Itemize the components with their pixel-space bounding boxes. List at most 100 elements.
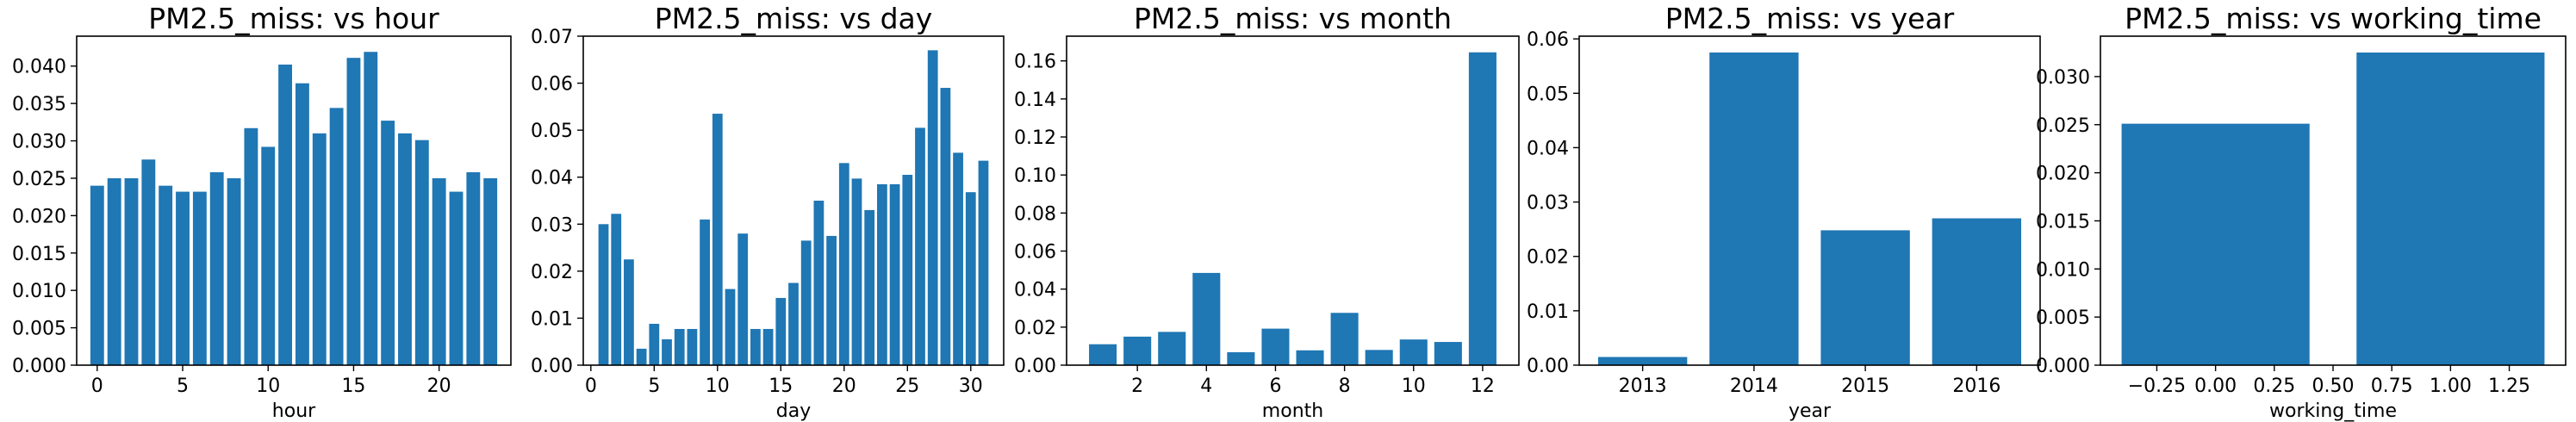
- x-tick-label: 20: [832, 375, 856, 397]
- x-tick-label: 2: [1131, 375, 1143, 397]
- bar-1: [1089, 344, 1117, 365]
- bar-13: [750, 328, 761, 365]
- x-tick-label: 10: [1402, 375, 1426, 397]
- bar-14: [762, 328, 774, 365]
- x-tick-label: 0.25: [2253, 375, 2295, 397]
- y-tick-label: 0.04: [1014, 280, 1056, 301]
- x-tick-label: 2014: [1730, 375, 1778, 397]
- bar-0: [90, 185, 104, 365]
- plot-frame: [1578, 35, 2041, 366]
- bar-17: [800, 240, 812, 365]
- chart-panel-3: 0.00 0.02 0.04 0.06 0.08 0.10 0.12 0.14 0.16 2 4 6 8…: [1014, 2, 1520, 422]
- bar-1: [107, 177, 121, 365]
- bar-11: [278, 64, 293, 366]
- x-axis-label: day: [776, 400, 811, 422]
- x-tick-label: 0: [585, 375, 597, 397]
- bar-6: [1261, 328, 1290, 365]
- bar-10: [1399, 339, 1428, 365]
- y-tick-label: 0.010: [2036, 259, 2090, 281]
- bar-14: [329, 108, 344, 365]
- chart-panel-4: 0.00 0.01 0.02 0.03 0.04 0.05 0.06 2013 2014 2015…: [1527, 2, 2041, 422]
- bar-9: [700, 219, 710, 365]
- bar-11: [1434, 342, 1462, 365]
- bar-23: [877, 183, 887, 365]
- y-tick-label: 0.02: [531, 262, 573, 283]
- bar-1: [2356, 52, 2545, 366]
- bar-27: [927, 50, 938, 366]
- bar-8: [227, 177, 241, 365]
- x-tick-label: 4: [1200, 375, 1212, 397]
- y-tick-label: 0.020: [2036, 164, 2090, 185]
- x-tick-label: 0.00: [2194, 375, 2237, 397]
- y-tick-label: 0.03: [1527, 193, 1569, 214]
- bar-28: [940, 88, 951, 365]
- x-tick-label: 10: [706, 375, 730, 397]
- x-axis-label: working_time: [2269, 400, 2397, 422]
- x-tick-label: 15: [341, 375, 365, 397]
- bar-29: [953, 152, 963, 365]
- y-tick-label: 0.01: [1527, 301, 1569, 323]
- bar-2: [611, 214, 622, 365]
- x-tick-label: 20: [427, 375, 451, 397]
- bar-30: [965, 192, 976, 365]
- y-tick-label: 0.12: [1014, 127, 1056, 149]
- y-tick-label: 0.005: [12, 319, 66, 340]
- bar-25: [902, 174, 913, 365]
- x-axis-label: hour: [272, 400, 316, 422]
- chart-title: PM2.5_miss: vs year: [1665, 2, 1955, 35]
- bar-17: [381, 121, 395, 365]
- bar-12: [737, 233, 749, 365]
- x-tick-label: 10: [256, 375, 280, 397]
- bar-5: [176, 191, 190, 365]
- bar-26: [915, 127, 925, 365]
- x-tick-label: 8: [1339, 375, 1351, 397]
- bar-15: [346, 58, 361, 366]
- bar-21: [851, 178, 862, 365]
- bar-7: [674, 328, 685, 365]
- bar-16: [364, 52, 378, 365]
- y-tick-label: 0.04: [1527, 138, 1569, 159]
- x-tick-label: 6: [1269, 375, 1281, 397]
- chart-panel-5: 0.000 0.005 0.010 0.015 0.020 0.025 0.030 −0.25…: [2036, 2, 2567, 422]
- plot-frame: [1066, 35, 1520, 366]
- y-tick-label: 0.02: [1014, 318, 1056, 339]
- x-tick-label: 1.00: [2430, 375, 2472, 397]
- bar-22: [864, 209, 875, 365]
- y-tick-label: 0.025: [12, 169, 66, 190]
- bar-16: [788, 282, 799, 365]
- y-tick-label: 0.000: [2036, 356, 2090, 377]
- x-tick-label: 25: [895, 375, 919, 397]
- bar-20: [432, 177, 446, 365]
- x-tick-label: 5: [648, 375, 660, 397]
- y-tick-label: 0.00: [531, 356, 573, 377]
- bar-6: [662, 338, 672, 365]
- y-tick-label: 0.025: [2036, 115, 2090, 137]
- chart-panel-1: 0.000 0.005 0.010 0.015 0.020 0.025 0.030 0.035…: [12, 2, 512, 422]
- bar-2: [124, 177, 139, 365]
- bar-7: [209, 172, 224, 365]
- y-tick-label: 0.07: [531, 27, 573, 48]
- bar-10: [712, 114, 723, 366]
- x-tick-label: 30: [959, 375, 983, 397]
- bar-15: [775, 297, 787, 365]
- bar-3: [1158, 332, 1186, 365]
- y-tick-label: 0.05: [531, 121, 573, 142]
- bar-2014: [1709, 52, 1799, 365]
- bar-19: [826, 235, 837, 365]
- bar-20: [838, 163, 849, 365]
- bar-4: [1192, 272, 1221, 365]
- plot-frame: [76, 35, 512, 366]
- bar-2013: [1597, 357, 1688, 365]
- bar-23: [483, 177, 498, 365]
- bar-22: [466, 172, 481, 365]
- y-tick-label: 0.005: [2036, 307, 2090, 329]
- y-tick-label: 0.000: [12, 356, 66, 377]
- x-tick-label: −0.25: [2128, 375, 2186, 397]
- bar-1: [598, 224, 609, 365]
- y-tick-label: 0.02: [1527, 247, 1569, 269]
- bar-18: [813, 201, 824, 365]
- y-tick-label: 0.06: [531, 74, 573, 96]
- x-tick-label: 1.25: [2488, 375, 2530, 397]
- bar-12: [1468, 52, 1496, 366]
